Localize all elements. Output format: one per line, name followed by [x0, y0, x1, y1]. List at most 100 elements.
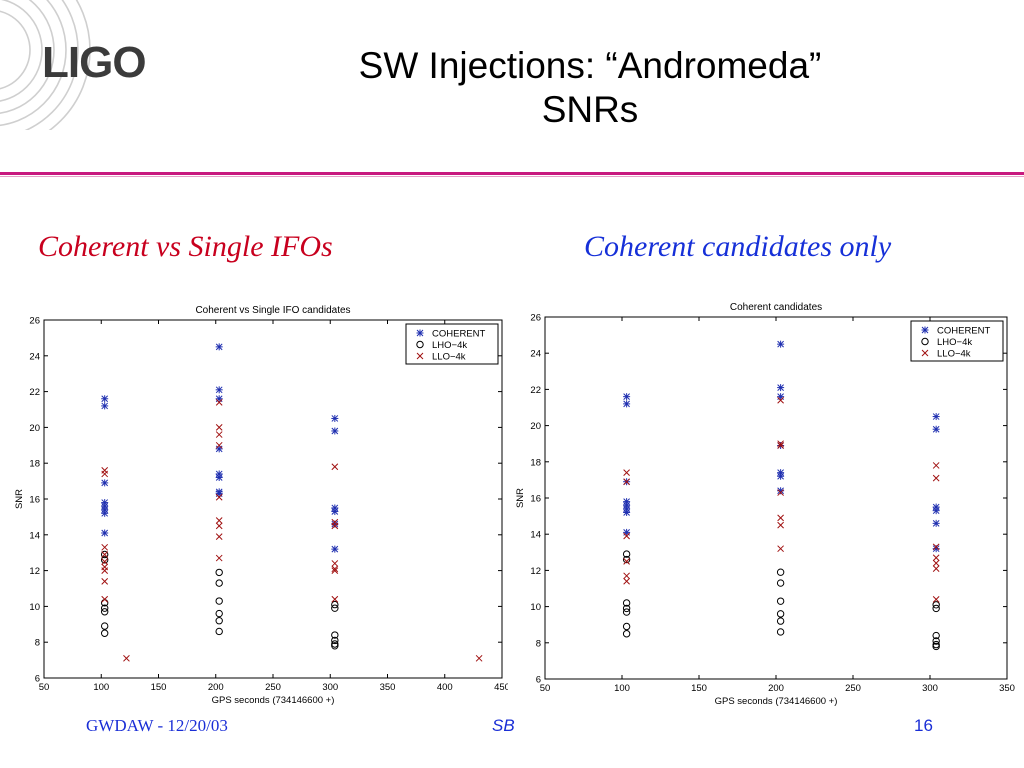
data-point — [932, 596, 940, 603]
data-point — [215, 445, 223, 453]
chart-coherent-vs-single: Coherent vs Single IFO candidates 50 100 15… — [14, 305, 508, 706]
data-point — [623, 528, 631, 536]
data-point — [100, 608, 109, 616]
data-point — [932, 554, 940, 562]
data-point — [101, 558, 109, 566]
data-point — [623, 478, 630, 486]
data-point — [932, 519, 940, 527]
y-tick-label: 14 — [29, 530, 40, 541]
x-tick-label: 300 — [922, 683, 938, 694]
data-point — [215, 424, 223, 431]
x-tick-label: 150 — [151, 682, 167, 693]
data-point — [777, 489, 784, 496]
x-tick-label: 200 — [768, 683, 784, 694]
x-axis-label: GPS seconds (734146600 +) — [212, 695, 335, 706]
data-point — [101, 470, 109, 478]
data-point — [331, 463, 339, 471]
data-point — [331, 604, 339, 612]
data-point — [622, 604, 631, 613]
data-point — [623, 400, 631, 408]
data-point — [215, 617, 223, 625]
data-point — [215, 627, 223, 636]
x-tick-label: 150 — [691, 683, 707, 694]
y-axis-label: SNR — [14, 489, 25, 509]
data-point — [101, 529, 109, 537]
data-point — [622, 555, 631, 564]
data-point — [215, 395, 223, 403]
subtitle-left: Coherent vs Single IFOs — [38, 230, 333, 263]
logo-wordmark: LIGO — [42, 38, 147, 87]
data-point — [776, 617, 785, 625]
y-tick-label: 10 — [530, 602, 541, 613]
subtitle-right: Coherent candidates only — [584, 230, 892, 263]
y-tick-label: 12 — [29, 566, 40, 577]
data-point — [776, 579, 785, 587]
y-tick-label: 6 — [35, 674, 40, 685]
data-point — [623, 508, 631, 516]
data-point — [776, 568, 785, 576]
data-point — [331, 642, 339, 650]
y-tick-label: 16 — [530, 494, 541, 505]
data-point — [215, 386, 223, 394]
data-point — [932, 642, 940, 651]
legend-label: LHO−4k — [432, 340, 467, 351]
x-tick-label: 300 — [322, 682, 338, 693]
data-point — [777, 472, 785, 480]
data-point — [932, 631, 940, 640]
title-line-2: SNRs — [541, 89, 639, 130]
data-point — [100, 622, 109, 630]
y-tick-label: 14 — [530, 530, 541, 541]
y-axis-label: SNR — [515, 488, 526, 508]
legend-label: LLO−4k — [432, 352, 466, 363]
data-point — [331, 567, 339, 574]
data-point — [215, 398, 223, 406]
y-tick-label: 8 — [536, 638, 541, 649]
x-axis-label: GPS seconds (734146600 +) — [715, 696, 838, 707]
data-point — [932, 559, 940, 567]
data-point — [622, 608, 631, 616]
data-point — [932, 543, 940, 551]
data-point — [215, 609, 223, 618]
data-point — [101, 543, 109, 551]
x-tick-label: 250 — [845, 683, 861, 694]
data-point — [475, 654, 483, 662]
data-point — [623, 469, 630, 477]
x-tick-label: 400 — [437, 682, 453, 693]
data-point — [100, 629, 109, 637]
series-asterisk — [623, 340, 940, 553]
y-tick-label: 22 — [29, 387, 40, 398]
data-point — [101, 595, 109, 603]
y-tick-label: 18 — [29, 459, 40, 470]
header-divider-shadow — [0, 176, 1024, 177]
legend-label: LLO−4k — [937, 349, 971, 360]
y-tick-label: 20 — [530, 421, 541, 432]
data-point — [777, 396, 784, 404]
chart-title: Coherent candidates — [730, 302, 822, 313]
data-point — [776, 610, 785, 618]
data-point — [100, 604, 109, 612]
y-tick-label: 20 — [29, 423, 40, 434]
x-tick-label: 200 — [208, 682, 224, 693]
x-tick-label: 350 — [380, 682, 396, 693]
data-point — [331, 636, 339, 645]
data-point — [215, 490, 223, 498]
data-point — [331, 600, 339, 609]
x-tick-label: 50 — [540, 683, 551, 694]
data-point — [215, 441, 223, 449]
data-point — [215, 579, 223, 587]
footer-event: GWDAW - 12/20/03 — [86, 716, 228, 735]
y-tick-label: 18 — [530, 457, 541, 468]
x-tick-label: 350 — [999, 683, 1015, 694]
data-point — [622, 622, 631, 631]
data-point — [623, 577, 630, 585]
header-divider — [0, 172, 1024, 175]
data-point — [100, 550, 109, 559]
data-point — [932, 425, 940, 433]
data-point — [776, 628, 785, 636]
data-point — [623, 532, 630, 540]
data-point — [123, 654, 130, 662]
data-point — [777, 514, 784, 522]
y-tick-label: 26 — [530, 313, 541, 324]
data-point — [623, 572, 630, 580]
data-point — [101, 402, 109, 410]
